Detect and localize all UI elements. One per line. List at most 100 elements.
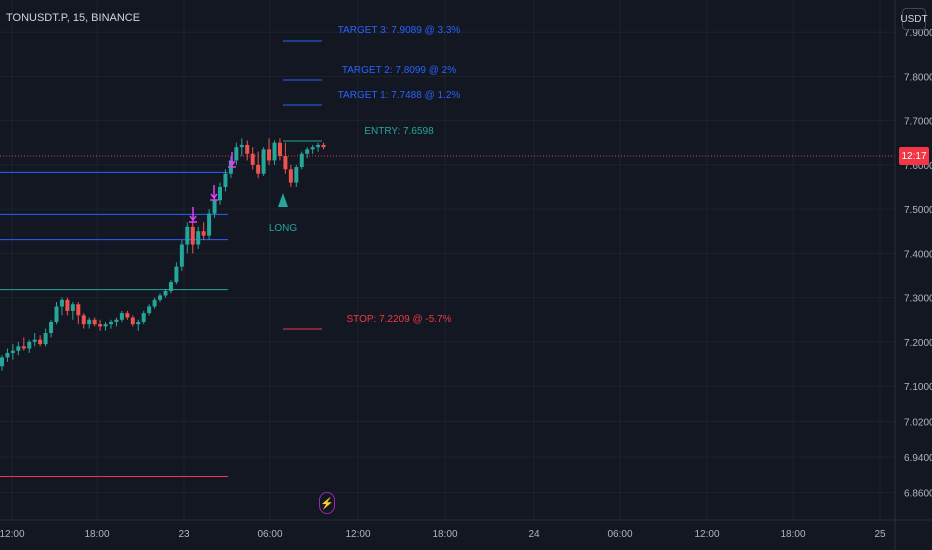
candle-body <box>10 350 15 353</box>
candle <box>109 319 113 329</box>
candle <box>5 348 10 362</box>
candle <box>288 164 293 187</box>
candle-body <box>163 290 168 296</box>
candle-body <box>152 299 157 307</box>
candle-body <box>5 352 10 358</box>
marker-head <box>210 193 218 200</box>
candle <box>43 328 48 347</box>
price-tick-label: 7.7000 <box>904 117 932 128</box>
candle <box>98 319 103 331</box>
candle-body <box>245 144 250 154</box>
symbol-header[interactable]: TONUSDT.P, 15, BINANCE <box>6 12 141 24</box>
time-tick-label: 18:00 <box>780 529 805 540</box>
candle-body <box>147 306 152 314</box>
candle <box>250 147 255 170</box>
candle-body <box>321 144 326 148</box>
trade-annotations: TARGET 3: 7.9089 @ 3.3% TARGET 2: 7.8099 … <box>189 25 461 330</box>
candle <box>136 319 141 331</box>
candle <box>125 310 130 320</box>
candle-body <box>310 147 315 150</box>
candle-body <box>201 231 206 236</box>
time-tick-label: 24 <box>528 529 540 540</box>
candle-body <box>190 226 195 245</box>
candle <box>76 302 81 325</box>
candle-body <box>32 339 37 342</box>
candle-body <box>168 282 173 291</box>
candle <box>87 317 92 329</box>
candle-body <box>299 153 304 168</box>
candle-body <box>136 321 141 325</box>
candle <box>130 315 135 327</box>
candle <box>256 151 261 179</box>
time-tick-label: 06:00 <box>257 529 282 540</box>
candle <box>10 344 15 360</box>
entry-label: ENTRY: 7.6598 <box>364 126 434 137</box>
marker-head <box>189 215 197 222</box>
candle <box>65 297 70 316</box>
candle <box>38 335 43 347</box>
candle <box>223 169 228 192</box>
candle-body <box>294 167 299 183</box>
candle <box>114 317 119 327</box>
target1-label: TARGET 1: 7.7488 @ 1.2% <box>338 90 461 101</box>
target3-label: TARGET 3: 7.9089 @ 3.3% <box>338 25 461 36</box>
price-tick-label: 7.9000 <box>904 28 932 39</box>
time-tick-label: 12:00 <box>694 529 719 540</box>
current-price-tag: 12:17 <box>899 147 929 165</box>
price-tick-label: 6.8600 <box>904 488 932 499</box>
candle-body <box>185 226 190 245</box>
price-scale: 7.9000 7.8000 7.7000 7.6000 7.5000 7.4000 7.30… <box>904 28 932 499</box>
candle-body <box>103 324 108 327</box>
candle-body <box>196 231 201 245</box>
long-triangle-icon <box>278 193 288 207</box>
candle-body <box>239 144 244 148</box>
candle <box>0 355 4 371</box>
marker-head <box>228 160 236 167</box>
candle-body <box>38 339 43 345</box>
candle-body <box>76 304 81 316</box>
candle-body <box>54 306 59 322</box>
candle <box>152 297 157 309</box>
candle <box>239 138 244 156</box>
time-scale: 12:00 18:00 23 06:00 12:00 18:00 24 06:00 12:00 1… <box>0 529 886 540</box>
candle <box>174 262 179 285</box>
candle-body <box>27 341 32 349</box>
candle <box>299 151 304 170</box>
arrow-down-marker-icon <box>210 185 218 201</box>
candle-body <box>305 149 310 154</box>
candle <box>168 279 173 294</box>
candle-body <box>212 200 217 214</box>
candle <box>103 321 108 331</box>
candle <box>316 142 321 152</box>
horizontal-levels <box>0 155 895 477</box>
long-label: LONG <box>269 223 298 234</box>
candle-body <box>81 315 86 325</box>
time-tick-label: 23 <box>178 529 190 540</box>
candle <box>54 302 59 325</box>
candle <box>218 182 222 205</box>
candle-body <box>43 333 48 345</box>
candle <box>49 319 54 338</box>
lightning-icon[interactable]: ⚡ <box>319 492 335 514</box>
price-tick-label: 7.4000 <box>904 249 932 260</box>
price-tick-label: 7.5000 <box>904 205 932 216</box>
price-tick-label: 7.8000 <box>904 72 932 83</box>
candle-body <box>59 299 64 307</box>
candle-body <box>130 317 135 325</box>
stop-label: STOP: 7.2209 @ -5.7% <box>346 314 451 325</box>
time-tick-label: 18:00 <box>84 529 109 540</box>
candle-body <box>92 319 97 325</box>
candle-body <box>288 169 293 183</box>
currency-unit-button[interactable]: USDT <box>900 8 928 30</box>
candle <box>277 138 282 161</box>
price-tick-label: 7.0200 <box>904 418 932 429</box>
candle <box>201 222 206 241</box>
candle-body <box>0 357 4 367</box>
candle-body <box>87 319 92 325</box>
candle-body <box>16 346 21 351</box>
candle-body <box>179 244 184 267</box>
candle <box>158 293 163 303</box>
candle-body <box>272 142 277 161</box>
price-tick-label: 7.2000 <box>904 338 932 349</box>
